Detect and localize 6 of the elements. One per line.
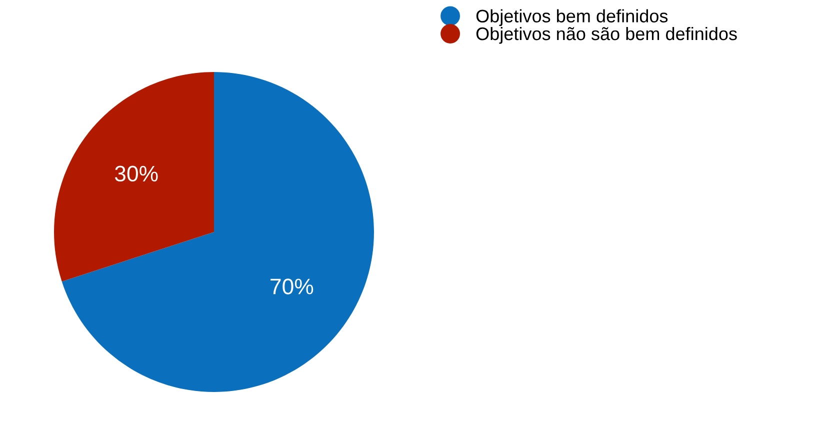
pie-slice	[62, 72, 374, 392]
pie-slice	[54, 72, 214, 282]
legend-label: Objetivos não são bem definidos	[476, 26, 737, 44]
legend-label: Objetivos bem definidos	[476, 9, 668, 26]
data-label: 30%	[114, 166, 158, 182]
data-label: 70%	[270, 278, 314, 294]
